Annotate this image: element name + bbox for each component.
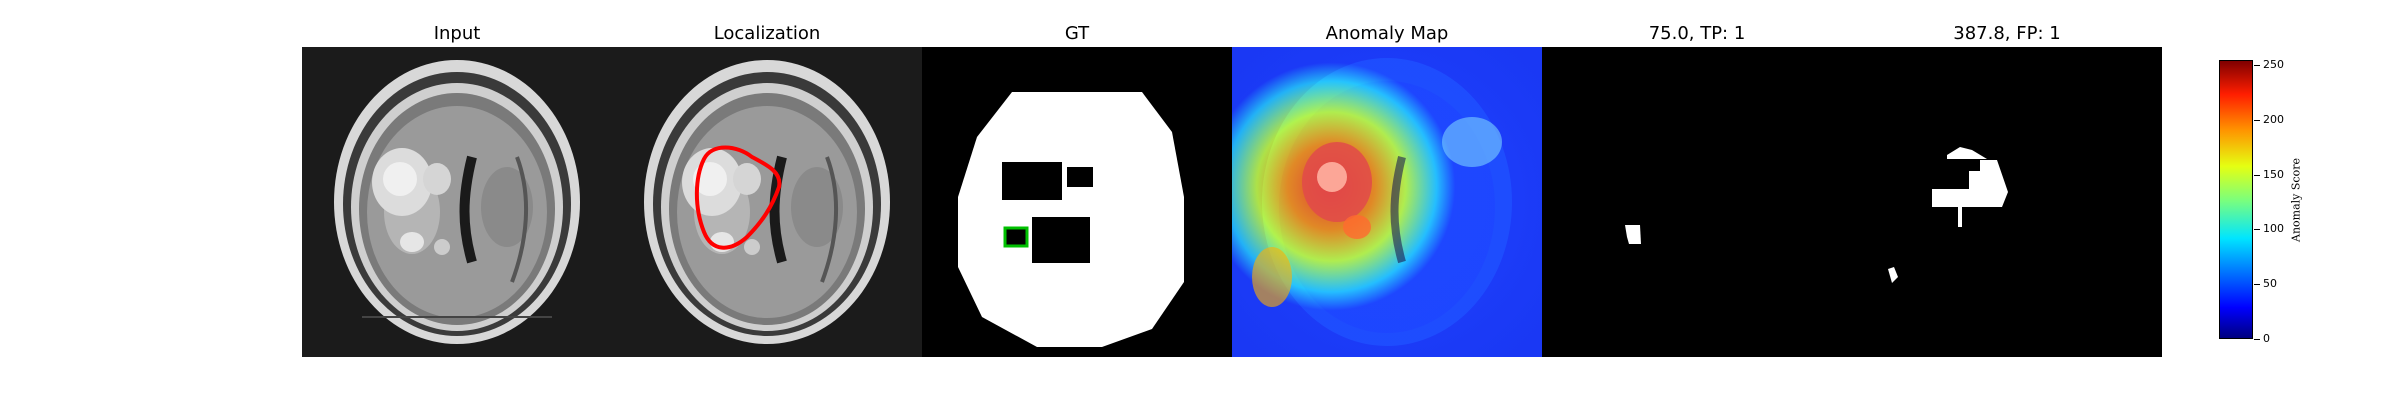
colorbar-tick-label: 50 bbox=[2263, 277, 2277, 290]
gt-box-outline bbox=[1003, 226, 1029, 248]
fp-mask-panel bbox=[1852, 47, 2162, 357]
anomaly-map-panel bbox=[1232, 47, 1542, 357]
colorbar-tick-label: 250 bbox=[2263, 58, 2284, 71]
colorbar-tick bbox=[2254, 120, 2260, 121]
panel-title-input: Input bbox=[433, 23, 481, 44]
tp-mask-panel bbox=[1542, 47, 1852, 357]
gt-mask-image bbox=[922, 47, 1232, 357]
anomaly-heatmap-image bbox=[1232, 47, 1542, 357]
brain-mri-image bbox=[302, 47, 612, 357]
colorbar-tick bbox=[2254, 175, 2260, 176]
colorbar-tick-label: 150 bbox=[2263, 168, 2284, 181]
colorbar bbox=[2219, 60, 2253, 339]
panel-title-anomaly-map: Anomaly Map bbox=[1325, 23, 1449, 44]
gt-mask-panel bbox=[922, 47, 1232, 357]
colorbar-tick bbox=[2254, 229, 2260, 230]
panel-title-gt: GT bbox=[1064, 23, 1090, 44]
tp-mask-image bbox=[1542, 47, 1852, 357]
colorbar-tick bbox=[2254, 339, 2260, 340]
localization-panel bbox=[612, 47, 922, 357]
colorbar-tick bbox=[2254, 284, 2260, 285]
colorbar-tick-label: 200 bbox=[2263, 113, 2284, 126]
localization-outline bbox=[694, 145, 782, 250]
localization-image bbox=[612, 47, 922, 357]
input-image-panel bbox=[302, 47, 612, 357]
panel-title-fp: 387.8, FP: 1 bbox=[1953, 23, 2061, 44]
fp-mask-image bbox=[1852, 47, 2162, 357]
panel-title-localization: Localization bbox=[713, 23, 821, 44]
colorbar-label: Anomaly Score bbox=[2289, 158, 2303, 242]
panel-title-tp: 75.0, TP: 1 bbox=[1648, 23, 1746, 44]
colorbar-tick bbox=[2254, 65, 2260, 66]
colorbar-tick-label: 100 bbox=[2263, 222, 2284, 235]
colorbar-tick-label: 0 bbox=[2263, 332, 2270, 345]
